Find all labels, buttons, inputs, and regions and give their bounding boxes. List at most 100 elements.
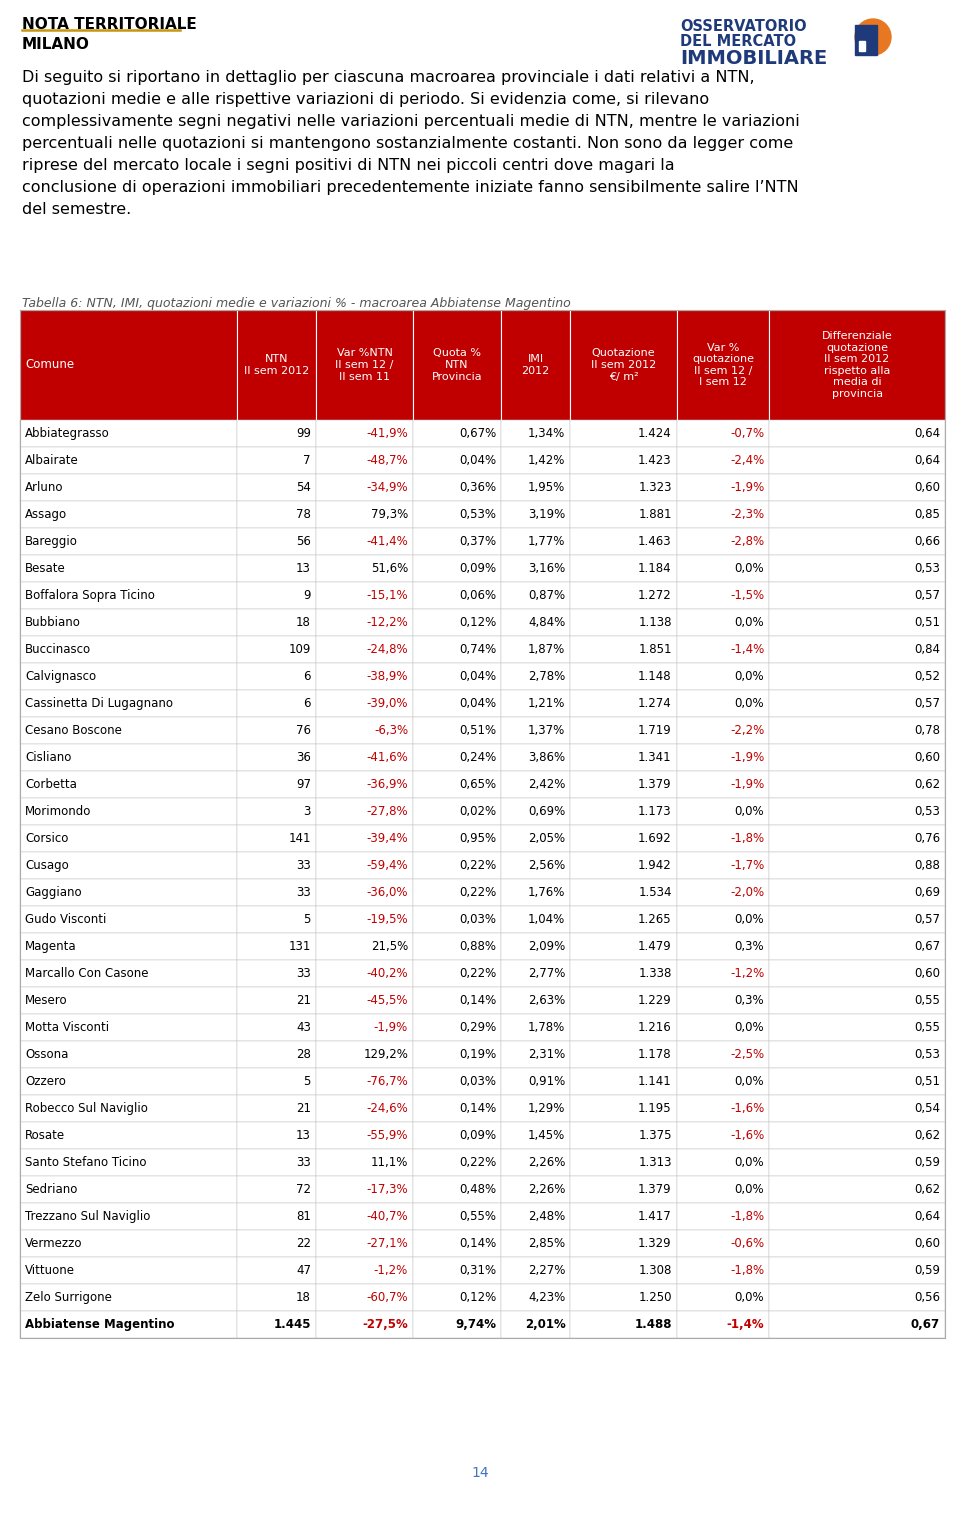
Bar [570, 419, 677, 447]
Text: 0,53%: 0,53% [459, 508, 496, 522]
Text: 3: 3 [303, 805, 311, 817]
Bar [237, 906, 316, 933]
Text: 0,0%: 0,0% [734, 1075, 764, 1087]
Text: 0,51%: 0,51% [459, 724, 496, 737]
Bar [316, 474, 413, 502]
Bar [769, 1176, 945, 1203]
Bar [769, 1284, 945, 1312]
Bar [316, 961, 413, 987]
Text: 1,21%: 1,21% [528, 697, 565, 711]
Bar [316, 744, 413, 772]
Bar [769, 772, 945, 798]
Bar [769, 608, 945, 636]
Bar [20, 1231, 237, 1257]
Text: 76: 76 [296, 724, 311, 737]
Bar [501, 583, 570, 608]
Text: 0,09%: 0,09% [459, 563, 496, 575]
Bar [413, 1176, 501, 1203]
Text: 0,59: 0,59 [914, 1264, 940, 1276]
Text: 1.692: 1.692 [638, 833, 672, 845]
Bar [316, 1176, 413, 1203]
Bar [316, 1231, 413, 1257]
Text: 0,66: 0,66 [914, 535, 940, 547]
Bar [413, 987, 501, 1014]
Bar [677, 310, 769, 419]
Bar [501, 961, 570, 987]
Bar [769, 961, 945, 987]
Text: -38,9%: -38,9% [367, 669, 408, 683]
Text: 2,63%: 2,63% [528, 994, 565, 1007]
Text: 0,57: 0,57 [914, 913, 940, 926]
Bar [20, 447, 237, 474]
Text: 0,62: 0,62 [914, 1128, 940, 1142]
Bar [769, 987, 945, 1014]
Bar [769, 663, 945, 689]
Text: 0,09%: 0,09% [459, 1128, 496, 1142]
Bar [316, 825, 413, 852]
Text: 1.417: 1.417 [638, 1209, 672, 1223]
Bar [677, 583, 769, 608]
Bar [237, 689, 316, 717]
Bar [570, 1257, 677, 1284]
Text: 1.148: 1.148 [638, 669, 672, 683]
Text: -1,9%: -1,9% [373, 1022, 408, 1034]
Bar [677, 772, 769, 798]
Bar [677, 1284, 769, 1312]
Bar [20, 1312, 237, 1337]
Bar [501, 419, 570, 447]
Bar [316, 987, 413, 1014]
Bar [316, 933, 413, 961]
Text: 1.445: 1.445 [274, 1318, 311, 1331]
Text: 2,09%: 2,09% [528, 939, 565, 953]
Bar [237, 987, 316, 1014]
Bar [413, 447, 501, 474]
Bar [677, 987, 769, 1014]
Bar [570, 852, 677, 878]
Bar [237, 502, 316, 528]
Text: 1.329: 1.329 [638, 1237, 672, 1250]
Text: 1.274: 1.274 [638, 697, 672, 711]
Bar [413, 1068, 501, 1095]
Text: -39,0%: -39,0% [367, 697, 408, 711]
Bar [501, 689, 570, 717]
Bar [855, 24, 877, 55]
Bar [20, 310, 237, 419]
Text: 7: 7 [303, 454, 311, 467]
Bar [237, 852, 316, 878]
Bar [413, 608, 501, 636]
Bar [413, 502, 501, 528]
Bar [501, 717, 570, 744]
Bar [237, 1257, 316, 1284]
Bar [570, 717, 677, 744]
Text: Morimondo: Morimondo [25, 805, 91, 817]
Text: 0,04%: 0,04% [459, 669, 496, 683]
Bar [316, 1068, 413, 1095]
Text: 0,51: 0,51 [914, 1075, 940, 1087]
Bar [677, 1042, 769, 1068]
Text: 0,67%: 0,67% [459, 427, 496, 441]
Text: 33: 33 [297, 859, 311, 872]
Bar [769, 798, 945, 825]
Text: -55,9%: -55,9% [367, 1128, 408, 1142]
Bar [501, 310, 570, 419]
Bar [769, 419, 945, 447]
Text: Tabella 6: NTN, IMI, quotazioni medie e variazioni % - macroarea Abbiatense Mage: Tabella 6: NTN, IMI, quotazioni medie e … [22, 297, 571, 310]
Text: 0,22%: 0,22% [459, 967, 496, 981]
Bar [413, 717, 501, 744]
Bar [20, 555, 237, 583]
Bar [413, 474, 501, 502]
Text: 1,95%: 1,95% [528, 480, 565, 494]
Text: 0,22%: 0,22% [459, 886, 496, 900]
Bar [316, 1312, 413, 1337]
Text: 4,23%: 4,23% [528, 1292, 565, 1304]
Bar [316, 1014, 413, 1042]
Bar [677, 1014, 769, 1042]
Text: 0,53: 0,53 [914, 563, 940, 575]
Bar [570, 1312, 677, 1337]
Bar [677, 502, 769, 528]
Bar [769, 583, 945, 608]
Text: Marcallo Con Casone: Marcallo Con Casone [25, 967, 149, 981]
Bar [413, 961, 501, 987]
Bar [677, 744, 769, 772]
Text: 1.379: 1.379 [638, 1183, 672, 1196]
